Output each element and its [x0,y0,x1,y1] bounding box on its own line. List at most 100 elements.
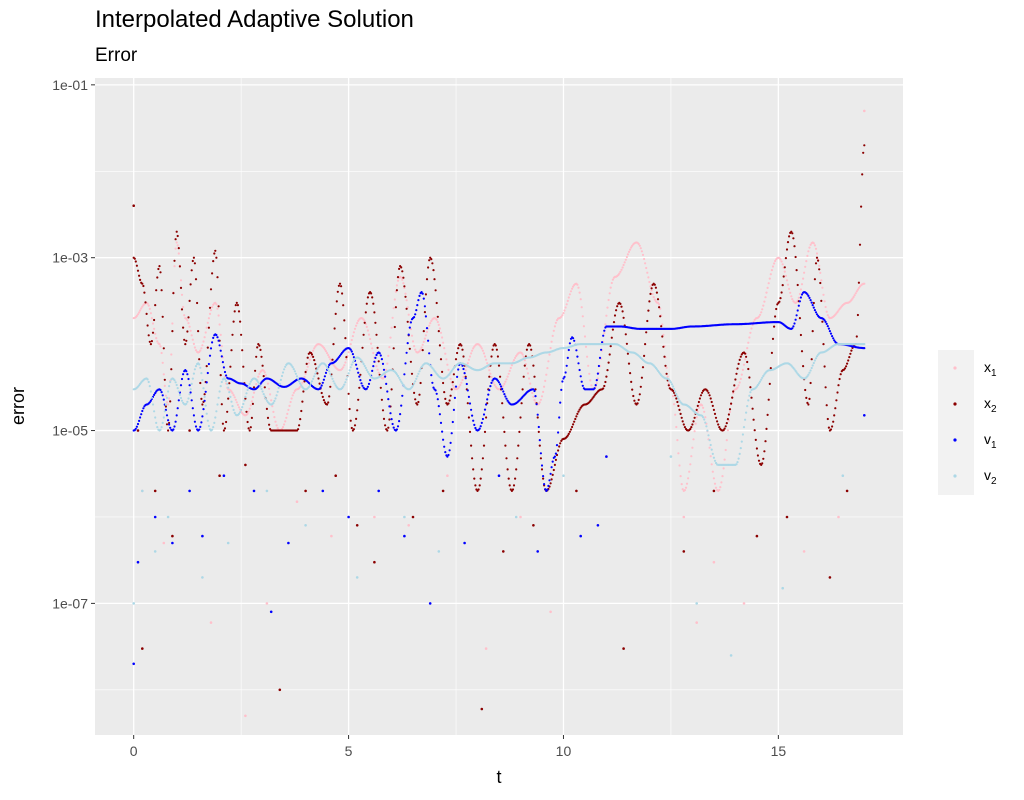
series-v1-point [473,423,476,426]
series-x1-point [341,367,344,370]
series-x1-point [622,263,625,267]
series-x1-point [234,398,237,401]
series-x2-point [790,230,793,233]
series-x2-point [342,304,345,307]
series-v2-point [710,448,713,451]
series-x2-point [437,330,440,333]
series-v1-point [319,386,322,389]
series-x1-point [774,259,777,263]
series-x2-point [768,382,771,385]
series-x1-point [761,308,764,311]
series-x1-point [682,515,686,519]
series-x2-point [756,454,760,457]
series-x1-point [420,346,423,349]
series-v1-point [595,379,598,382]
series-v2-point [812,361,815,365]
series-x1-point [201,344,204,347]
series-v1-point [581,384,584,387]
series-v1-point [396,425,400,428]
series-x2-point [724,425,727,428]
series-v2-point [704,421,707,424]
series-v1-point [601,341,604,344]
series-v2-point [284,365,287,368]
series-v1-point [501,387,504,391]
series-v2-point [314,372,317,375]
y-axis-title: error [8,387,28,425]
series-v1-point [153,515,157,519]
series-x2-point [494,344,497,347]
series-x2-point [807,403,810,406]
series-x1-point [407,524,411,527]
series-v1-point [175,414,178,417]
series-v2-point [156,426,159,429]
series-v1-point [174,420,177,423]
series-x2-point [532,364,535,367]
series-v2-point [333,382,336,385]
series-x1-point [582,325,586,328]
series-x2-point [199,381,202,385]
series-x1-point [459,383,462,387]
series-v2-point [277,386,280,389]
series-x1-point [155,337,158,340]
series-v1-point [369,379,372,382]
series-v1-point [470,408,473,411]
series-x1-point [288,404,291,407]
series-x2-point [184,343,187,346]
series-v2-point [418,370,421,373]
series-x1-point [800,283,804,286]
series-x2-point [707,391,710,394]
series-x2-point [491,348,494,351]
series-x1-point [174,247,177,250]
series-v1-point [154,392,157,395]
series-v1-point [189,391,192,394]
series-x2-point [502,550,505,553]
series-x1-point [154,332,157,335]
series-x2-point [421,349,424,352]
series-x2-point [250,416,253,419]
series-x1-point [802,550,806,553]
series-x2-point [578,408,581,411]
series-x2-point [820,299,823,302]
series-x2-point [860,205,863,208]
series-x1-point [322,346,325,349]
series-v2-point [199,366,202,369]
series-x1-point [351,335,354,338]
series-v1-point [350,350,353,353]
series-x2-point [660,325,663,328]
series-x1-point [401,278,404,281]
series-x1-point [376,368,379,371]
series-v2-point [707,434,710,437]
series-x1-point [693,430,696,433]
series-v1-point [387,398,390,401]
series-x1-point [739,377,742,380]
series-x2-point [506,468,509,471]
series-x1-point [718,488,721,492]
series-v1-point [192,414,195,417]
series-x1-point [407,313,410,316]
series-v2-point [290,364,293,367]
series-v1-point [349,348,352,351]
series-x2-point [258,344,261,347]
series-x1-point [327,354,330,357]
series-x1-point [853,294,856,297]
series-v1-point [379,354,382,357]
series-v2-point [744,418,747,421]
series-v2-point [241,406,244,409]
series-x1-point [785,279,789,282]
series-x1-point [863,282,866,285]
series-x1-point [580,306,583,309]
series-v1-point [536,550,539,553]
series-x2-point [444,397,447,400]
series-x1-point [403,286,406,289]
series-x2-point [781,284,784,287]
series-x1-point [608,292,611,295]
series-v1-point [177,399,180,402]
series-v1-point [138,419,141,422]
series-v1-point [536,413,539,416]
series-x1-point [171,322,174,325]
series-x1-point [490,375,493,379]
series-x2-point [394,306,397,309]
series-x1-point [292,391,295,394]
series-x2-point [417,400,420,404]
series-x1-point [611,278,615,281]
